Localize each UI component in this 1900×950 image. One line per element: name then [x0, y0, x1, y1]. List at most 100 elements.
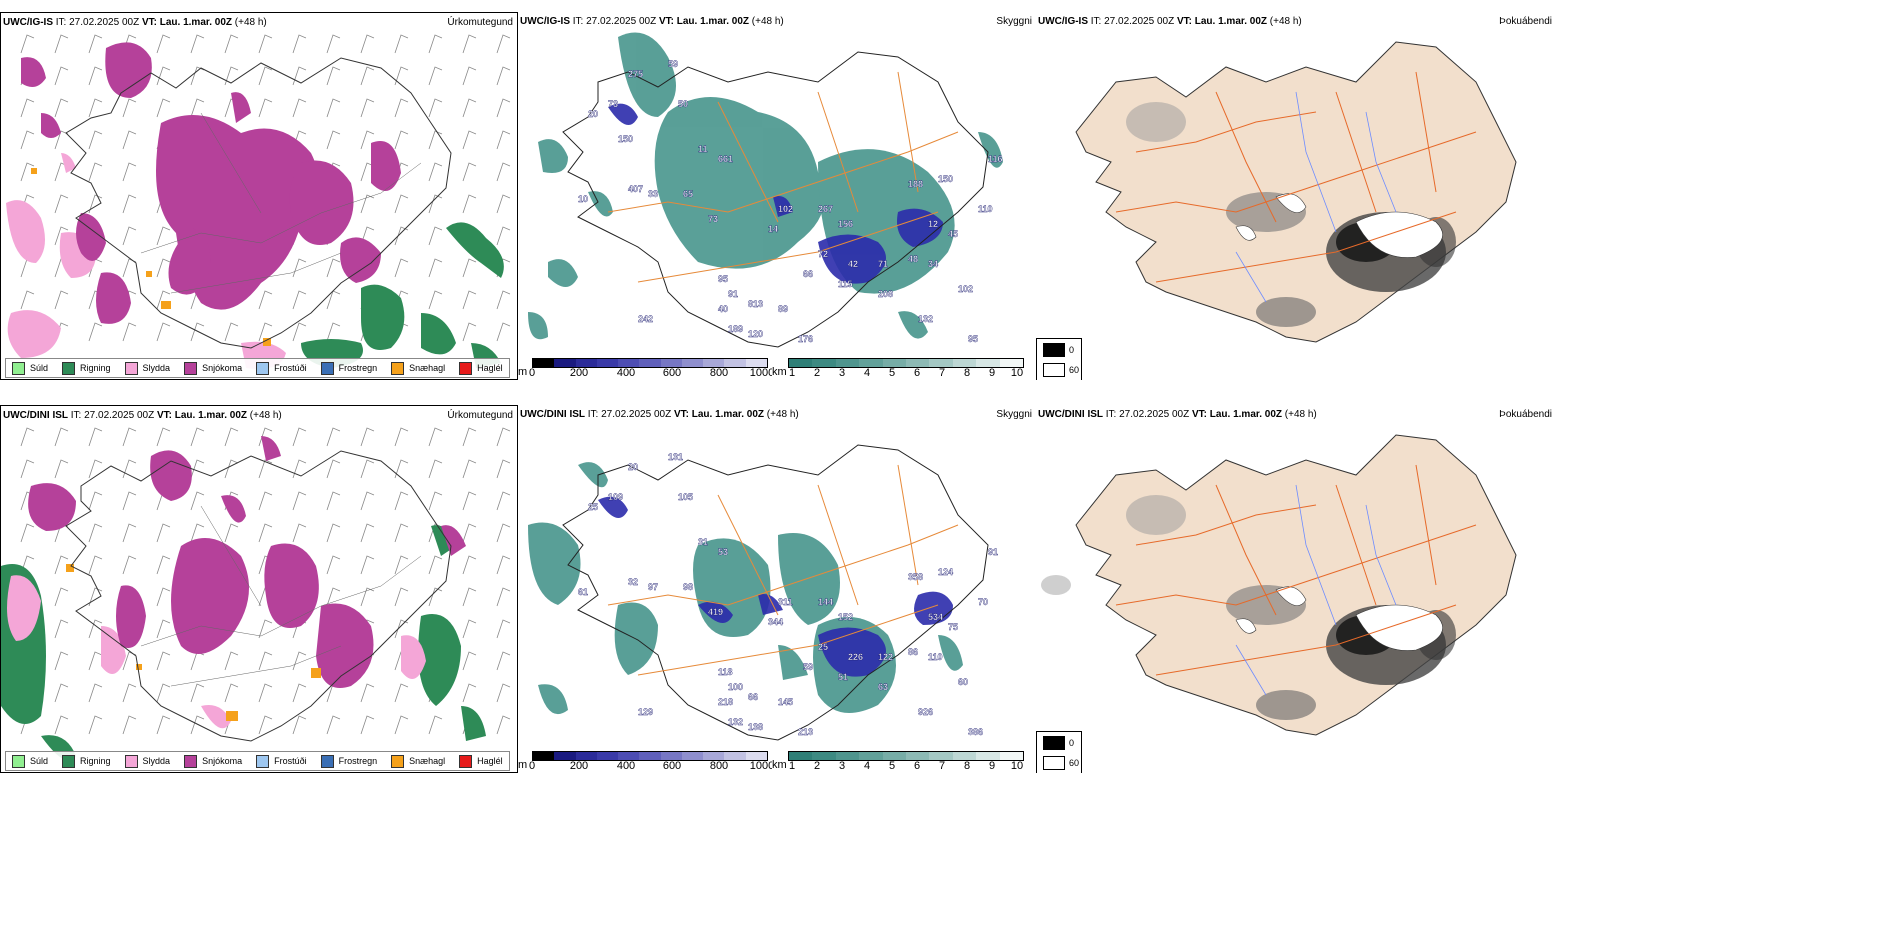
- wind-barb: [258, 34, 273, 54]
- visibility-value-label: 66: [748, 692, 758, 702]
- wind-barb: [360, 34, 375, 54]
- panel-header: UWC/IG-IS IT: 27.02.2025 00Z VT: Lau. 1.…: [1038, 16, 1302, 27]
- rivers: [1235, 484, 1397, 696]
- panel-title: Þokuábendi: [1499, 409, 1552, 420]
- colorbar-segment: [660, 359, 682, 367]
- wind-barb: [54, 651, 69, 671]
- wind-barb: [258, 290, 273, 310]
- visibility-value-label: 218: [718, 697, 733, 707]
- wind-barb: [326, 523, 341, 543]
- visibility-panel-row1: UWC/IG-IS IT: 27.02.2025 00Z VT: Lau. 1.…: [518, 12, 1036, 380]
- colorbar-segment: [952, 359, 977, 367]
- colorbar-segment: [533, 752, 555, 760]
- wind-barb: [156, 619, 171, 639]
- low-visibility-areas: [528, 32, 1003, 340]
- wind-barb: [462, 619, 477, 639]
- roads: [607, 71, 959, 283]
- wind-barb: [496, 162, 511, 182]
- wind-barb: [428, 258, 443, 278]
- roads: [140, 505, 422, 687]
- wind-barb: [122, 683, 137, 703]
- wind-barb: [326, 427, 341, 447]
- visibility-value-label: 226: [848, 652, 863, 662]
- visibility-value-label: 31: [698, 537, 708, 547]
- colorbar-segment: [596, 752, 619, 760]
- wind-barb: [88, 683, 103, 703]
- precip-panel-row1: UWC/IG-IS IT: 27.02.2025 00Z VT: Lau. 1.…: [0, 12, 518, 380]
- wind-barb: [88, 98, 103, 118]
- wind-barb: [190, 427, 205, 447]
- wind-barb: [428, 98, 443, 118]
- wind-barb: [88, 587, 103, 607]
- wind-barb: [258, 619, 273, 639]
- wind-barb: [258, 66, 273, 86]
- legend-swatch: [124, 361, 138, 375]
- precip-type-legend: Súld Rigning Slydda Snjókoma Frostúði Fr…: [5, 358, 510, 378]
- wind-barb: [20, 427, 35, 447]
- wind-barb: [20, 98, 35, 118]
- colorbar-segment: [639, 359, 661, 367]
- wind-barb: [428, 715, 443, 735]
- colorbar-segment: [660, 752, 682, 760]
- visibility-labels: 275 73 20 59 50 11 661 407 33 65 10 14 73 102 267 156 18…: [578, 59, 1003, 344]
- wind-barb: [462, 258, 477, 278]
- wind-barb: [360, 715, 375, 735]
- wind-barb: [258, 715, 273, 735]
- fog-index-legend: 0 60: [1036, 338, 1082, 380]
- wind-barb: [496, 66, 511, 86]
- visibility-value-label: 72: [818, 249, 828, 259]
- colorbar-segment: [639, 752, 661, 760]
- visibility-value-label: 51: [838, 672, 848, 682]
- visibility-value-label: 73: [708, 214, 718, 224]
- visibility-value-label: 242: [638, 314, 653, 324]
- wind-barb: [394, 98, 409, 118]
- wind-barb: [258, 523, 273, 543]
- wind-barb: [122, 555, 137, 575]
- legend-swatch: [459, 754, 473, 768]
- wind-barb: [20, 459, 35, 479]
- wind-barb: [292, 523, 307, 543]
- colorbar-segment: [724, 359, 746, 367]
- precip-type-legend: Súld Rigning Slydda Snjókoma Frostúði Fr…: [5, 751, 510, 771]
- visibility-value-label: 100: [728, 682, 743, 692]
- visibility-value-label: 60: [958, 677, 968, 687]
- colorbar-segment: [618, 752, 640, 760]
- wind-barb: [496, 587, 511, 607]
- panel-header: UWC/IG-IS IT: 27.02.2025 00Z VT: Lau. 1.…: [520, 16, 784, 27]
- wind-barb: [190, 66, 205, 86]
- wind-barb: [54, 715, 69, 735]
- wind-barb: [360, 194, 375, 214]
- wind-barb: [122, 523, 137, 543]
- visibility-value-label: 86: [908, 647, 918, 657]
- wind-barb: [326, 587, 341, 607]
- legend-swatch: [12, 361, 25, 375]
- wind-barb: [156, 427, 171, 447]
- wind-barb: [428, 34, 443, 54]
- wind-barb: [292, 322, 307, 342]
- visibility-value-label: 45: [948, 229, 958, 239]
- wind-barb: [122, 491, 137, 511]
- wind-barb: [88, 34, 103, 54]
- visibility-value-label: 122: [878, 652, 893, 662]
- wind-barb: [156, 226, 171, 246]
- sleet-areas: [7, 575, 426, 729]
- wind-barb: [122, 226, 137, 246]
- colorbar-segment: [835, 752, 860, 760]
- wind-barb: [156, 34, 171, 54]
- wind-barb: [360, 683, 375, 703]
- low-visibility-areas: [528, 462, 963, 715]
- wind-barb: [462, 427, 477, 447]
- wind-barb: [20, 162, 35, 182]
- wind-barb: [54, 555, 69, 575]
- visibility-value-label: 275: [628, 69, 643, 79]
- colorbar-segment: [812, 752, 836, 760]
- visibility-value-label: 152: [838, 612, 853, 622]
- wind-barb: [462, 34, 477, 54]
- wind-barb: [326, 715, 341, 735]
- wind-barb: [88, 523, 103, 543]
- colorbar-segment: [999, 359, 1024, 367]
- wind-barb: [122, 427, 137, 447]
- visibility-value-label: 813: [748, 299, 763, 309]
- wind-barb: [156, 715, 171, 735]
- colorbar-segment: [882, 359, 907, 367]
